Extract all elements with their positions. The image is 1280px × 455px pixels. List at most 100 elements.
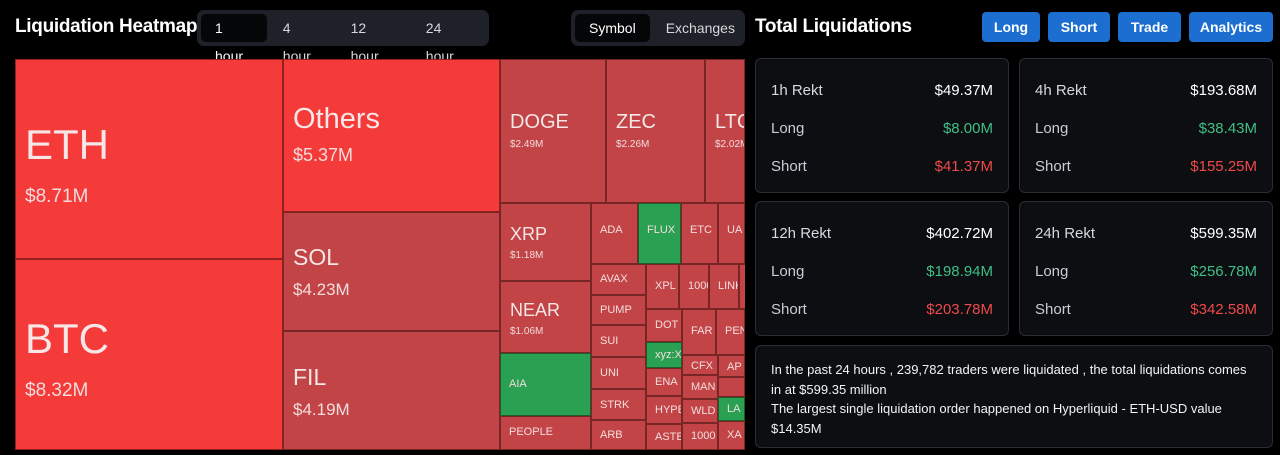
tile-symbol: ETH <box>25 121 109 168</box>
heatmap-tile[interactable]: AVAX <box>591 264 646 295</box>
tile-symbol: XA <box>727 429 742 441</box>
tile-value: $1.06M <box>510 326 544 337</box>
summary-line-traders: In the past 24 hours , 239,782 traders w… <box>771 362 1247 397</box>
tile-symbol: PEOPLE <box>509 426 554 438</box>
heatmap-tile[interactable]: PEOPLE <box>500 416 591 450</box>
tile-symbol: ZEC <box>616 111 656 133</box>
tile-symbol: NEAR <box>510 300 561 320</box>
tile-symbol: SUI <box>600 335 619 347</box>
tile-value: $4.23M <box>293 280 350 299</box>
tile-symbol: 1000 <box>691 430 716 442</box>
heatmap-tile[interactable]: 1000 <box>679 264 709 309</box>
heatmap-tile[interactable]: PUMP <box>591 295 646 325</box>
heatmap-tile[interactable]: LINK <box>709 264 739 309</box>
rekt-card-label: 1h Rekt <box>771 82 823 99</box>
tile-symbol: XRP <box>510 224 548 244</box>
tab-1-hour[interactable]: 1 hour <box>201 14 267 64</box>
heatmap-tile[interactable]: ADA <box>591 203 638 264</box>
heatmap-tile[interactable]: xyz:XYZ <box>646 342 682 368</box>
heatmap-tile[interactable]: FLUX <box>638 203 681 264</box>
long-label: Long <box>1035 263 1069 280</box>
tile-symbol: AP <box>727 361 742 373</box>
heatmap-tile[interactable]: UNI <box>591 357 646 389</box>
long-label: Long <box>1035 120 1069 137</box>
heatmap-tile[interactable]: FIL $4.19M <box>283 331 500 450</box>
liquidation-summary: In the past 24 hours , 239,782 traders w… <box>755 345 1273 448</box>
heatmap-tile[interactable]: CFX <box>682 355 718 375</box>
heatmap-tile[interactable]: LA <box>718 397 745 421</box>
heatmap-tile[interactable]: ASTER <box>646 424 682 450</box>
tile-value: $2.02M <box>715 139 744 150</box>
tab-symbol[interactable]: Symbol <box>575 14 650 42</box>
rekt-card-total: $49.37M <box>934 82 993 99</box>
rekt-card-total: $402.72M <box>926 225 993 242</box>
heatmap-tile[interactable]: ETC <box>681 203 718 264</box>
short-value: $342.58M <box>1190 301 1257 318</box>
heatmap-tile[interactable]: HYPE <box>646 396 682 424</box>
liquidation-heatmap: ETH $8.71M BTC $8.32M Others $5.37M SOL $4.23M F… <box>15 59 745 450</box>
heatmap-tile[interactable]: Others $5.37M <box>283 59 500 212</box>
heatmap-tile[interactable]: SOL $4.23M <box>283 212 500 331</box>
rekt-card-12h: 12h Rekt $402.72M Long $198.94M Short $203.… <box>755 201 1009 336</box>
tile-symbol: FAR <box>691 325 713 337</box>
heatmap-tile[interactable]: FAR <box>682 309 716 355</box>
heatmap-tile[interactable]: WLD <box>682 399 718 423</box>
heatmap-tile[interactable]: NEAR $1.06M <box>500 281 591 353</box>
heatmap-tile[interactable]: MAN <box>682 375 718 399</box>
tile-symbol: ASTER <box>655 431 681 443</box>
heatmap-tile[interactable]: XPL <box>646 264 679 309</box>
tile-symbol: MAN <box>691 381 716 393</box>
heatmap-tile[interactable]: AIA <box>500 353 591 416</box>
heatmap-tile[interactable]: 1000 <box>682 423 718 450</box>
tile-symbol: DOGE <box>510 111 569 133</box>
short-value: $155.25M <box>1190 158 1257 175</box>
heatmap-tile[interactable]: UA <box>718 203 745 264</box>
heatmap-tile[interactable]: DOT <box>646 309 682 342</box>
heatmap-tile[interactable]: DOGE $2.49M <box>500 59 606 203</box>
tile-symbol: ARB <box>600 429 623 441</box>
short-label: Short <box>1035 158 1071 175</box>
long-value: $256.78M <box>1190 263 1257 280</box>
heatmap-tile[interactable]: ETH $8.71M <box>15 59 283 259</box>
tile-symbol: AIA <box>509 378 527 390</box>
tile-symbol: UA <box>727 224 743 236</box>
heatmap-tile[interactable]: BTC $8.32M <box>15 259 283 450</box>
rekt-card-label: 4h Rekt <box>1035 82 1087 99</box>
tab-24-hour[interactable]: 24 hour <box>425 20 454 64</box>
tile-symbol: WLD <box>691 405 716 417</box>
heatmap-tile[interactable]: XRP $1.18M <box>500 203 591 281</box>
tile-value: $4.19M <box>293 400 350 419</box>
short-value: $203.78M <box>926 301 993 318</box>
tab-4-hour[interactable]: 4 hour <box>282 20 311 64</box>
heatmap-tile[interactable]: ARB <box>591 420 646 450</box>
heatmap-tile[interactable] <box>739 264 745 309</box>
long-value: $38.43M <box>1198 120 1257 137</box>
rekt-card-total: $193.68M <box>1190 82 1257 99</box>
short-button[interactable]: Short <box>1048 12 1110 42</box>
short-label: Short <box>1035 301 1071 318</box>
tile-symbol: SOL <box>293 244 340 270</box>
heatmap-tile[interactable]: STRK <box>591 389 646 420</box>
heatmap-tile[interactable] <box>718 377 745 397</box>
rekt-card-1h: 1h Rekt $49.37M Long $8.00M Short $41.37M <box>755 58 1009 193</box>
analytics-button[interactable]: Analytics <box>1189 12 1273 42</box>
rekt-card-24h: 24h Rekt $599.35M Long $256.78M Short $342.… <box>1019 201 1273 336</box>
tile-value: $2.49M <box>510 139 544 150</box>
tab-exchanges[interactable]: Exchanges <box>665 20 735 36</box>
heatmap-tile[interactable]: AP <box>718 355 745 377</box>
tile-value: $8.71M <box>25 186 89 207</box>
trade-button[interactable]: Trade <box>1118 12 1181 42</box>
heatmap-tile[interactable]: LTC $2.02M <box>705 59 745 203</box>
tile-symbol: 1000 <box>688 280 708 292</box>
tile-symbol: PEN <box>725 325 744 337</box>
tile-symbol: PUMP <box>600 304 632 316</box>
heatmap-tile[interactable]: ZEC $2.26M <box>606 59 705 203</box>
tile-symbol: HYPE <box>655 404 682 416</box>
heatmap-tile[interactable]: XA <box>718 421 745 450</box>
tab-12-hour[interactable]: 12 hour <box>350 20 379 64</box>
tile-symbol: Others <box>293 103 381 135</box>
heatmap-tile[interactable]: SUI <box>591 325 646 357</box>
heatmap-tile[interactable]: ENA <box>646 368 682 396</box>
heatmap-tile[interactable]: PEN <box>716 309 745 355</box>
long-button[interactable]: Long <box>982 12 1040 42</box>
